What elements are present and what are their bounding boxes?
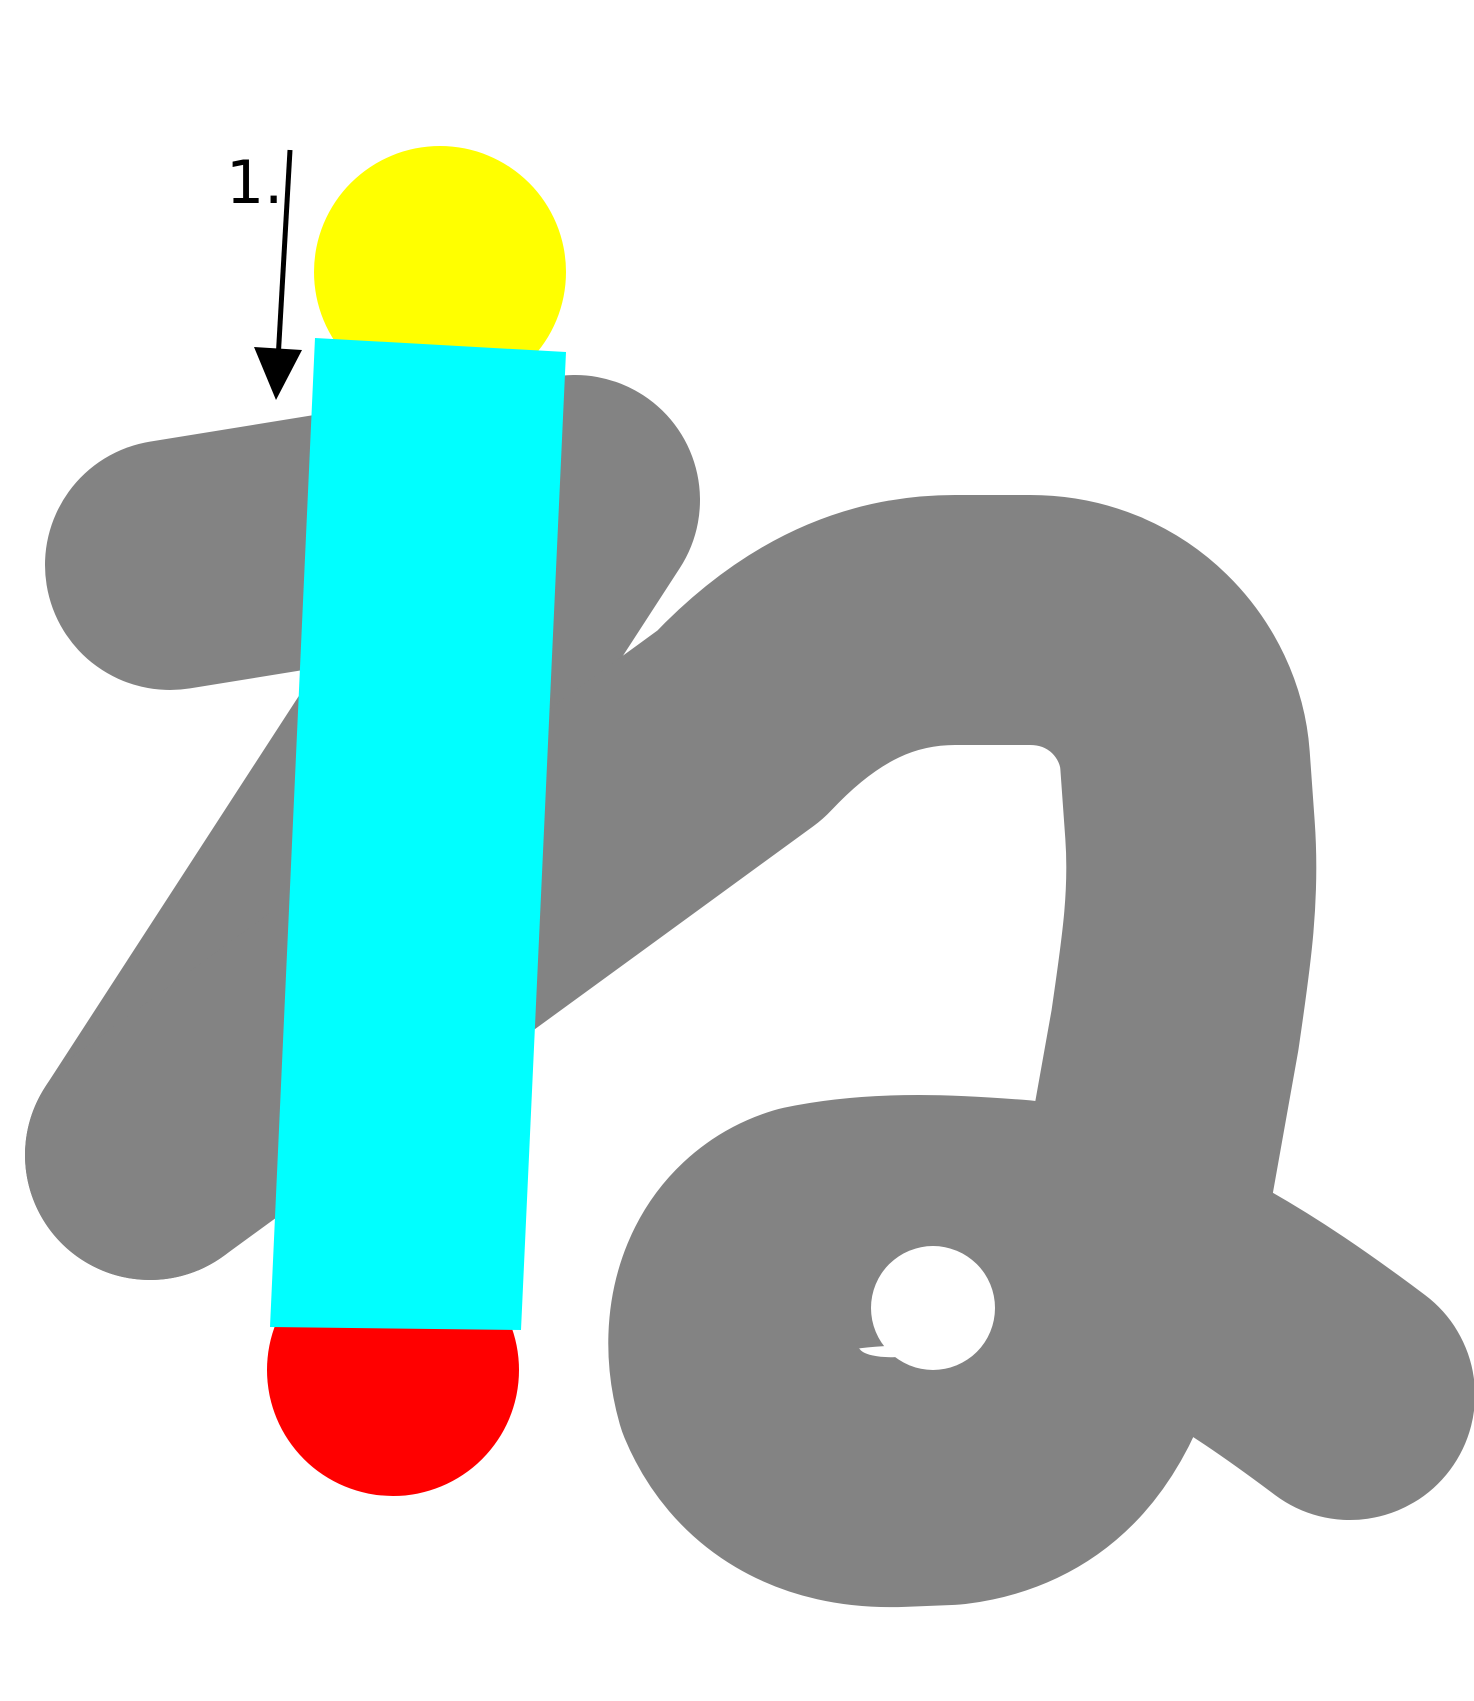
step-number-label: 1.	[226, 148, 283, 218]
stroke-body	[270, 338, 566, 1330]
stroke-start-marker	[314, 146, 566, 398]
down-arrow-icon	[254, 149, 302, 400]
stroke-loop	[25, 495, 1474, 1608]
loop-hole	[871, 1246, 995, 1370]
active-stroke-1	[267, 146, 566, 1496]
